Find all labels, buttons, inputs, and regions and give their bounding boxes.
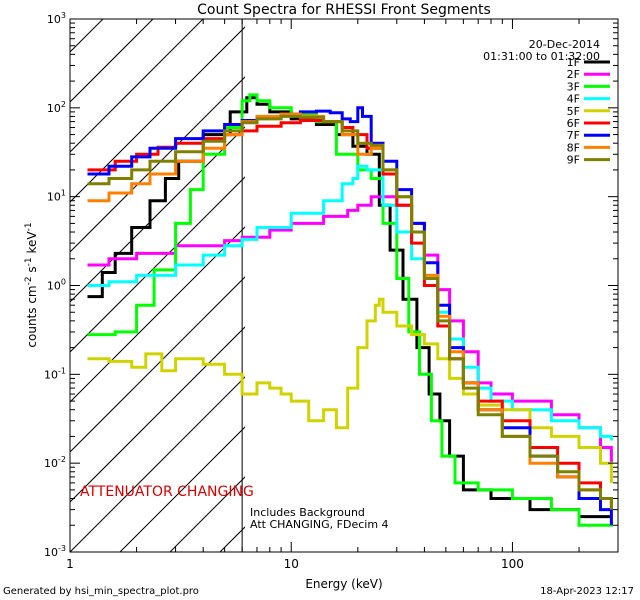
observation-time-range: 01:31:00 to 01:32:00: [483, 50, 600, 63]
background-note: Includes Background: [250, 506, 365, 519]
x-axis: 1 10 100: [66, 19, 619, 571]
legend-label-2F: 2F: [567, 68, 580, 81]
legend-label-9F: 9F: [567, 154, 580, 167]
legend-label-4F: 4F: [567, 93, 580, 106]
hatch-line: [70, 376, 245, 552]
legend-label-5F: 5F: [567, 105, 580, 118]
x-tick-label: 1: [66, 557, 74, 571]
series-2F: [87, 195, 613, 464]
attenuator-changing-label: ATTENUATOR CHANGING: [80, 484, 254, 500]
y-tick-label: 101: [47, 189, 66, 204]
legend-label-7F: 7F: [567, 129, 580, 142]
legend-label-3F: 3F: [567, 80, 580, 93]
observation-date: 20-Dec-2014: [529, 38, 600, 51]
y-tick-label: 10-3: [44, 544, 66, 559]
hatch-line: [320, 0, 640, 552]
legend-label-6F: 6F: [567, 117, 580, 130]
x-axis-label: Energy (keV): [305, 577, 382, 591]
chart-title: Count Spectra for RHESSI Front Segments: [197, 2, 491, 18]
hatch-line: [70, 326, 245, 503]
hatch-line: [70, 76, 245, 253]
y-tick-label: 103: [47, 11, 66, 26]
hatch-line: [70, 176, 245, 353]
y-tick-label: 10-2: [44, 455, 66, 470]
generation-timestamp: 18-Apr-2023 12:17: [540, 586, 634, 597]
series-9F: [87, 114, 613, 510]
hatch-line: [119, 426, 245, 552]
hatch-line: [70, 19, 154, 103]
legend-label-1F: 1F: [567, 56, 580, 69]
y-tick-label: 10-1: [44, 366, 66, 381]
x-tick-label: 100: [501, 557, 524, 571]
generator-credit: Generated by hsi_min_spectra_plot.pro: [3, 586, 199, 597]
hatch-line: [70, 276, 245, 453]
series-3F: [87, 93, 613, 527]
attenuator-hatch: [70, 0, 640, 552]
legend-label-8F: 8F: [567, 141, 580, 154]
x-tick-label: 10: [284, 557, 299, 571]
series-5F: [87, 297, 613, 483]
plot-frame: [69, 18, 619, 553]
y-tick-label: 102: [47, 100, 66, 115]
series-4F: [87, 164, 613, 441]
y-axis: 10-3 10-2 10-1 100 101 102 103: [44, 11, 618, 559]
y-tick-label: 100: [47, 278, 66, 293]
spectra-series: [87, 93, 613, 527]
attenuator-note: Att CHANGING, FDecim 4: [250, 518, 389, 531]
y-axis-label: counts cm-2 s-1 keV-1: [24, 222, 39, 347]
hatch-line: [70, 226, 245, 403]
